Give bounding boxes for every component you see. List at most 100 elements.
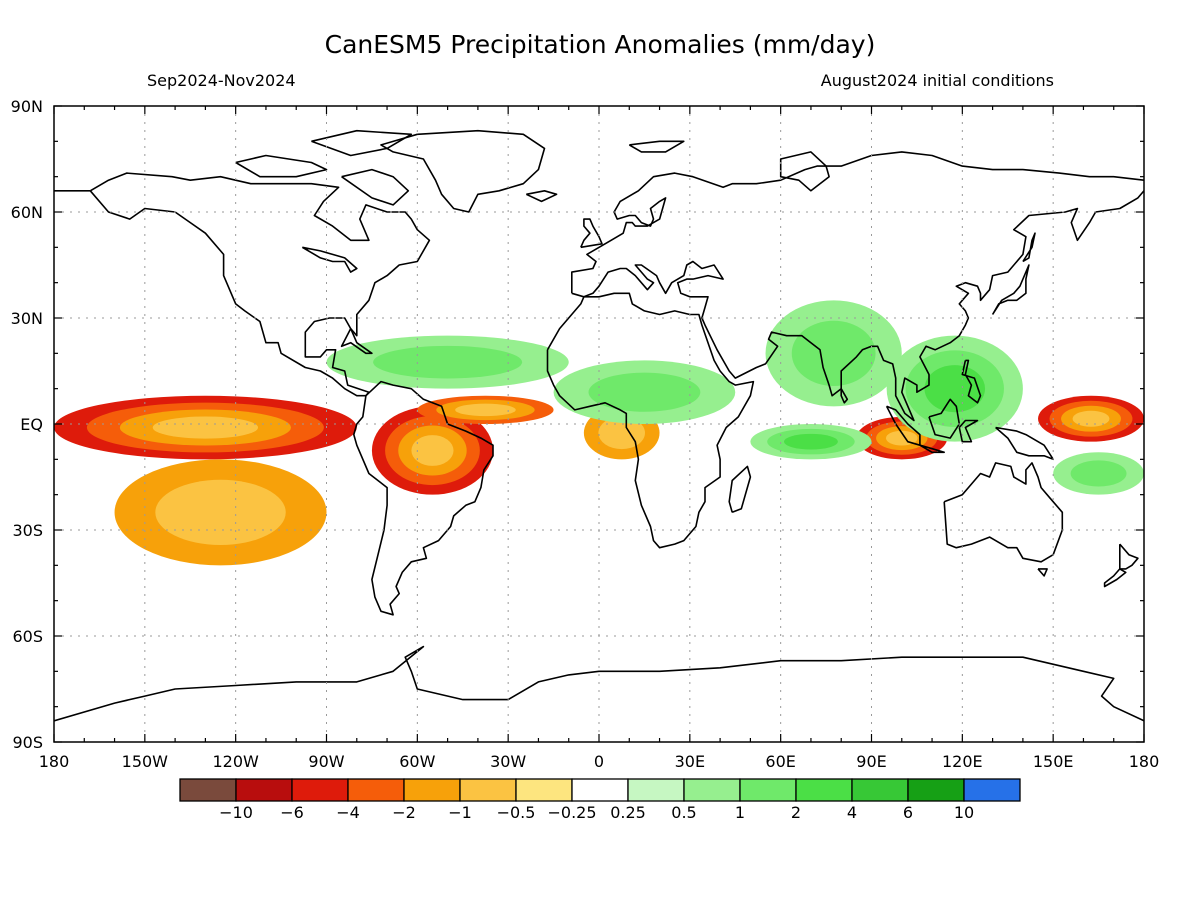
- colorbar-label: −0.5: [497, 803, 536, 822]
- coastline-segment: [311, 129, 413, 157]
- colorbar-swatch: [403, 778, 461, 802]
- anomaly-region: [1038, 395, 1144, 442]
- gridlines: [54, 106, 1144, 742]
- coastline-segment: [728, 465, 752, 514]
- lon-tick-label: 30W: [490, 752, 526, 771]
- colorbar-swatch: [459, 778, 517, 802]
- coastline-segment: [991, 264, 1030, 315]
- anomaly-contour-fill: [373, 345, 523, 379]
- lon-tick-label: 180: [39, 752, 70, 771]
- colorbar-label: 6: [903, 803, 913, 822]
- colorbar-swatch: [571, 778, 629, 802]
- coastline-segment: [958, 419, 979, 443]
- lon-tick-label: 120W: [212, 752, 259, 771]
- anomaly-region: [750, 424, 872, 460]
- coastline-segment: [995, 426, 1054, 461]
- colorbar-label: −0.25: [547, 803, 596, 822]
- colorbar-label: 0.5: [671, 803, 696, 822]
- coastline-segment: [1037, 568, 1048, 577]
- anomaly-contour-fill: [598, 416, 645, 450]
- anomaly-region: [1053, 452, 1144, 495]
- lon-tick-label: 90W: [308, 752, 344, 771]
- initial-conditions-label: August2024 initial conditions: [821, 71, 1054, 90]
- coastline-segment: [628, 140, 685, 153]
- coastline-segment: [341, 168, 410, 206]
- coastline-segment: [961, 359, 982, 404]
- lat-tick-label: 90S: [12, 733, 43, 752]
- anomaly-contour-fill: [1072, 410, 1110, 427]
- anomaly-region: [371, 406, 494, 495]
- coastline-segment: [380, 129, 546, 213]
- anomaly-contour-fill: [784, 433, 838, 450]
- lat-tick-label: 60S: [12, 627, 43, 646]
- axis-ticks: [53, 105, 1145, 743]
- coastline-segment: [353, 380, 494, 616]
- lat-tick-label: 60N: [11, 203, 43, 222]
- map-title: CanESM5 Precipitation Anomalies (mm/day): [325, 30, 876, 59]
- colorbar-swatch: [963, 778, 1021, 802]
- anomaly-contour-fill: [1070, 460, 1127, 487]
- latitude-labels: 90N 60N 30N EQ 30S 60S 90S: [11, 97, 43, 752]
- colorbar-label: 4: [847, 803, 857, 822]
- coastline-segment: [885, 405, 921, 446]
- lon-tick-label: 180: [1129, 752, 1160, 771]
- anomaly-region: [114, 459, 327, 566]
- colorbar-label: 2: [791, 803, 801, 822]
- colorbar-label: 10: [954, 803, 974, 822]
- lon-tick-label: 120E: [942, 752, 983, 771]
- anomaly-region: [765, 300, 902, 407]
- coastline-segment: [340, 328, 373, 355]
- colorbar-label: −4: [336, 803, 360, 822]
- coastline-segment: [580, 218, 603, 249]
- longitude-labels: 180 150W 120W 90W 60W 30W 0 30E 60E 90E 120E 150E 18…: [39, 752, 1160, 771]
- coastline-segment: [571, 151, 1144, 294]
- anomaly-region: [326, 335, 569, 389]
- coastline-segment: [525, 190, 558, 203]
- anomaly-contour-fill: [155, 479, 286, 545]
- colorbar-swatch: [739, 778, 797, 802]
- colorbar-swatch: [627, 778, 685, 802]
- coastline-segment: [89, 172, 431, 397]
- anomaly-region: [54, 395, 357, 460]
- colorbar-label: −1: [448, 803, 472, 822]
- anomaly-contour-fill: [411, 435, 454, 466]
- colorbar: −10 −6 −4 −2 −1 −0.5 −0.25 0.25 0.5 1 2 4 6 10: [179, 778, 1021, 822]
- anomaly-region: [886, 335, 1023, 442]
- anomaly-contour-fill: [455, 403, 516, 417]
- colorbar-swatch: [515, 778, 573, 802]
- lon-tick-label: 0: [594, 752, 604, 771]
- colorbar-swatch: [347, 778, 405, 802]
- colorbar-label: −6: [280, 803, 304, 822]
- lon-tick-label: 90E: [856, 752, 886, 771]
- coastline-segment: [1103, 568, 1127, 588]
- map-area: [54, 106, 1144, 742]
- lon-tick-label: 150W: [122, 752, 169, 771]
- colorbar-swatch: [851, 778, 909, 802]
- coastline-segment: [1022, 232, 1036, 263]
- colorbar-label: 0.25: [610, 803, 646, 822]
- coastline-segment: [928, 398, 961, 439]
- coastline-segment: [235, 154, 328, 178]
- colorbar-swatch: [179, 778, 237, 802]
- colorbar-label: 1: [735, 803, 745, 822]
- anomaly-region: [417, 395, 554, 424]
- anomaly-contour-fill: [791, 320, 876, 386]
- colorbar-label: −2: [392, 803, 416, 822]
- lon-tick-label: 60E: [765, 752, 795, 771]
- coastlines: [54, 129, 1144, 722]
- coastline-segment: [54, 645, 1144, 722]
- forecast-period: Sep2024-Nov2024: [147, 71, 296, 90]
- anomaly-field: [54, 300, 1144, 566]
- colorbar-label: −10: [219, 803, 253, 822]
- colorbar-swatch: [683, 778, 741, 802]
- anomaly-region: [553, 360, 736, 425]
- coastline-segment: [779, 151, 830, 192]
- lat-tick-label: EQ: [20, 415, 43, 434]
- lon-tick-label: 150E: [1033, 752, 1074, 771]
- lat-tick-label: 30S: [12, 521, 43, 540]
- lat-tick-label: 90N: [11, 97, 43, 116]
- colorbar-swatch: [795, 778, 853, 802]
- anomaly-contour-fill: [588, 372, 701, 412]
- coastline-segment: [546, 292, 755, 549]
